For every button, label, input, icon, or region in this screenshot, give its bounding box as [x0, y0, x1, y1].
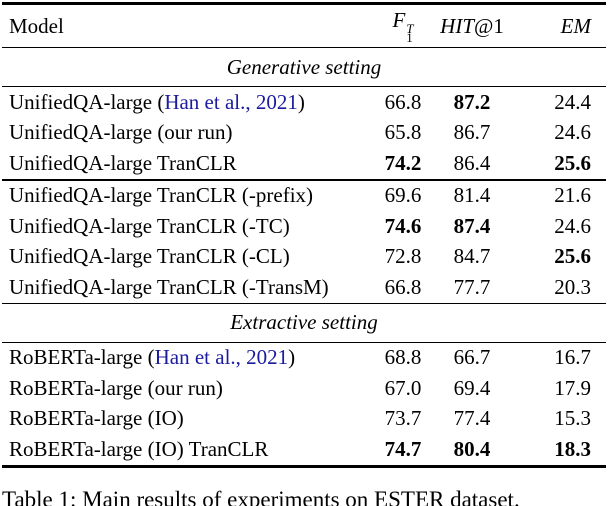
model-cell: UnifiedQA-large TranCLR	[9, 150, 237, 175]
model-cell: RoBERTa-large (IO) TranCLR	[9, 436, 269, 461]
f1-symbol: F	[392, 7, 406, 32]
em-value: 16.7	[554, 345, 591, 370]
model-cell: RoBERTa-large (Han et al., 2021)	[9, 345, 296, 370]
citation-link[interactable]: Han et al., 2021	[164, 89, 298, 114]
model-cell: UnifiedQA-large (our run)	[9, 120, 233, 145]
hit1-value: 84.7	[453, 244, 491, 269]
hit1-value: 87.4	[453, 213, 491, 238]
hit1-value: 77.4	[453, 406, 491, 431]
hit1-value: 66.7	[453, 345, 491, 370]
table-row: UnifiedQA-large (our run) 65.8 86.7 24.6	[2, 118, 606, 149]
hit1-value: 86.4	[453, 150, 491, 175]
f1-value: 67.0	[384, 375, 422, 400]
hit1-value: 77.7	[453, 274, 491, 299]
table-row: UnifiedQA-large TranCLR (-prefix) 69.6 8…	[2, 178, 606, 211]
em-value: 21.6	[512, 178, 606, 211]
em-value: 25.6	[554, 244, 591, 269]
hit1-value: 69.4	[453, 375, 491, 400]
em-value: 17.9	[554, 375, 591, 400]
em-value: 24.6	[554, 213, 591, 238]
hit1-value: 87.2	[453, 89, 491, 114]
f1-value: 66.8	[384, 274, 422, 299]
f1-value: 74.2	[384, 150, 422, 175]
f1-value: 66.8	[384, 89, 422, 114]
table-row: RoBERTa-large (Han et al., 2021) 68.8 66…	[2, 342, 606, 373]
hit1-value: 86.7	[453, 120, 491, 145]
f1-value: 74.7	[384, 436, 422, 461]
em-value: 25.6	[554, 150, 591, 175]
section-title-generative: Generative setting	[2, 47, 606, 87]
hit1-value: 80.4	[453, 436, 491, 461]
table-row: RoBERTa-large (IO) 73.7 77.4 15.3	[2, 404, 606, 435]
column-header-model: Model	[2, 3, 374, 48]
table-caption: Table 1: Main results of experiments on …	[2, 487, 520, 506]
f1-value: 69.6	[374, 178, 432, 211]
hit1-value: 81.4	[432, 178, 512, 211]
model-cell: RoBERTa-large (IO)	[9, 406, 184, 431]
em-value: 20.3	[554, 274, 591, 299]
table-row: UnifiedQA-large TranCLR 74.2 86.4 25.6	[2, 148, 606, 180]
em-value: 18.3	[554, 436, 591, 461]
table-row: RoBERTa-large (our run) 67.0 69.4 17.9	[2, 373, 606, 404]
citation-link[interactable]: Han et al., 2021	[154, 345, 289, 370]
model-cell: UnifiedQA-large (Han et al., 2021)	[9, 89, 305, 114]
model-cell: UnifiedQA-large TranCLR (-TC)	[9, 213, 290, 238]
f1-value: 68.8	[384, 345, 422, 370]
table-row: UnifiedQA-large TranCLR (-CL) 72.8 84.7 …	[2, 242, 606, 273]
f1-value: 72.8	[384, 244, 422, 269]
section-title-extractive: Extractive setting	[2, 302, 606, 343]
model-cell: UnifiedQA-large TranCLR (-CL)	[9, 244, 290, 269]
f1-value: 65.8	[384, 120, 422, 145]
em-value: 24.4	[554, 89, 591, 114]
column-header-em: EM	[512, 3, 606, 48]
em-value: 24.6	[554, 120, 591, 145]
table-row: UnifiedQA-large (Han et al., 2021) 66.8 …	[2, 87, 606, 118]
model-cell: UnifiedQA-large TranCLR (-prefix)	[2, 178, 374, 211]
table-row: RoBERTa-large (IO) TranCLR 74.7 80.4 18.…	[2, 434, 606, 466]
f1-value: 74.6	[384, 213, 422, 238]
em-value: 15.3	[554, 406, 591, 431]
table-row: UnifiedQA-large TranCLR (-TC) 74.6 87.4 …	[2, 211, 606, 242]
section-row-generative: Generative setting	[2, 47, 606, 87]
column-header-hit1: HIT@1	[432, 3, 512, 48]
model-cell: RoBERTa-large (our run)	[9, 375, 223, 400]
table-row: UnifiedQA-large TranCLR (-TransM) 66.8 7…	[2, 272, 606, 303]
model-cell: UnifiedQA-large TranCLR (-TransM)	[9, 274, 329, 299]
section-row-extractive: Extractive setting	[2, 302, 606, 343]
f1-value: 73.7	[384, 406, 422, 431]
